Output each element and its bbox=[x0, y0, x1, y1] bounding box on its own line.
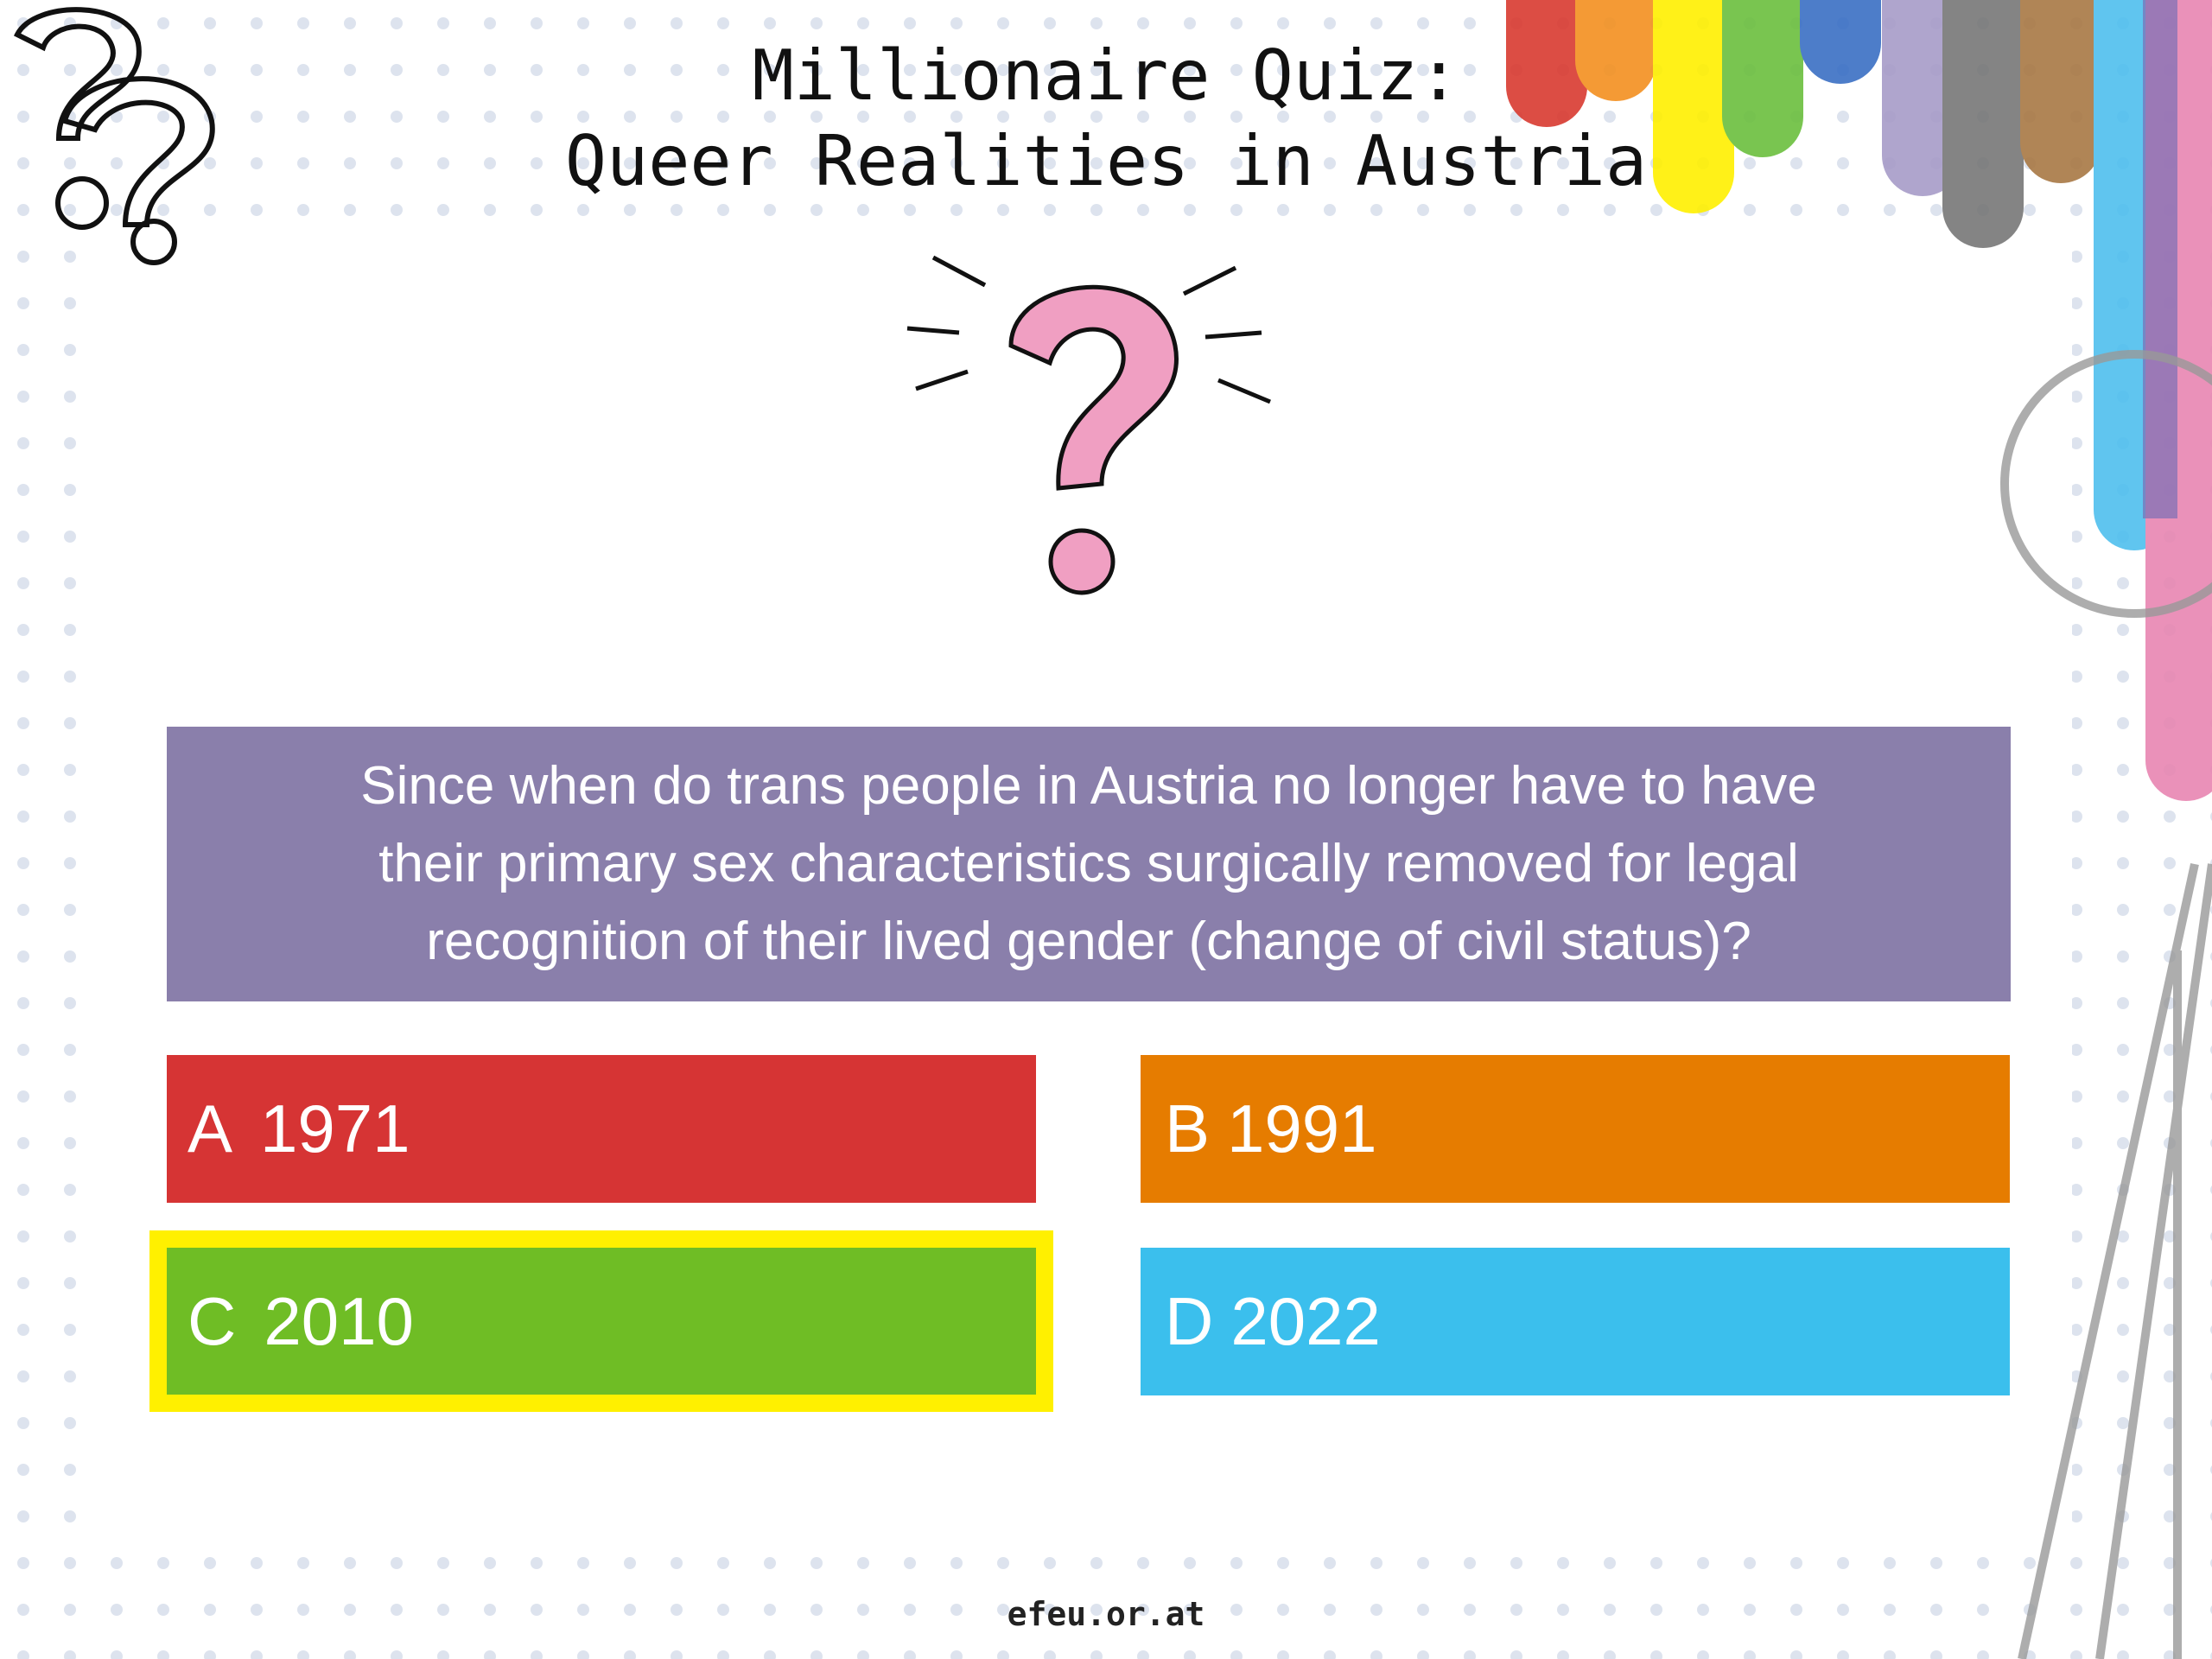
answer-letter: B bbox=[1165, 1090, 1211, 1166]
answer-button[interactable]: A 1971 bbox=[167, 1055, 1036, 1203]
answer-text: 2010 bbox=[264, 1282, 414, 1359]
answer-letter: D bbox=[1165, 1283, 1214, 1359]
answer-text: 2022 bbox=[1230, 1283, 1381, 1359]
question-box: Since when do trans people in Austria no… bbox=[167, 727, 2011, 1001]
answer-letter: A bbox=[188, 1090, 233, 1166]
answer-text: 1971 bbox=[260, 1090, 410, 1166]
question-line: Since when do trans people in Austria no… bbox=[360, 756, 1817, 816]
answer-letter: C bbox=[188, 1282, 237, 1359]
title-line: Queer Realities in Austria bbox=[564, 121, 1648, 201]
title-line: Millionaire Quiz: bbox=[752, 35, 1460, 116]
answer-text: 1991 bbox=[1227, 1090, 1377, 1166]
footer-link: efeu.or.at bbox=[1007, 1595, 1205, 1633]
answer-button-selected[interactable]: C 2010 bbox=[149, 1230, 1053, 1412]
answer-button[interactable]: B 1991 bbox=[1141, 1055, 2010, 1203]
question-line: recognition of their lived gender (chang… bbox=[426, 912, 1751, 971]
question-line: their primary sex characteristics surgic… bbox=[378, 834, 1799, 893]
answer-button[interactable]: D 2022 bbox=[1141, 1248, 2010, 1395]
